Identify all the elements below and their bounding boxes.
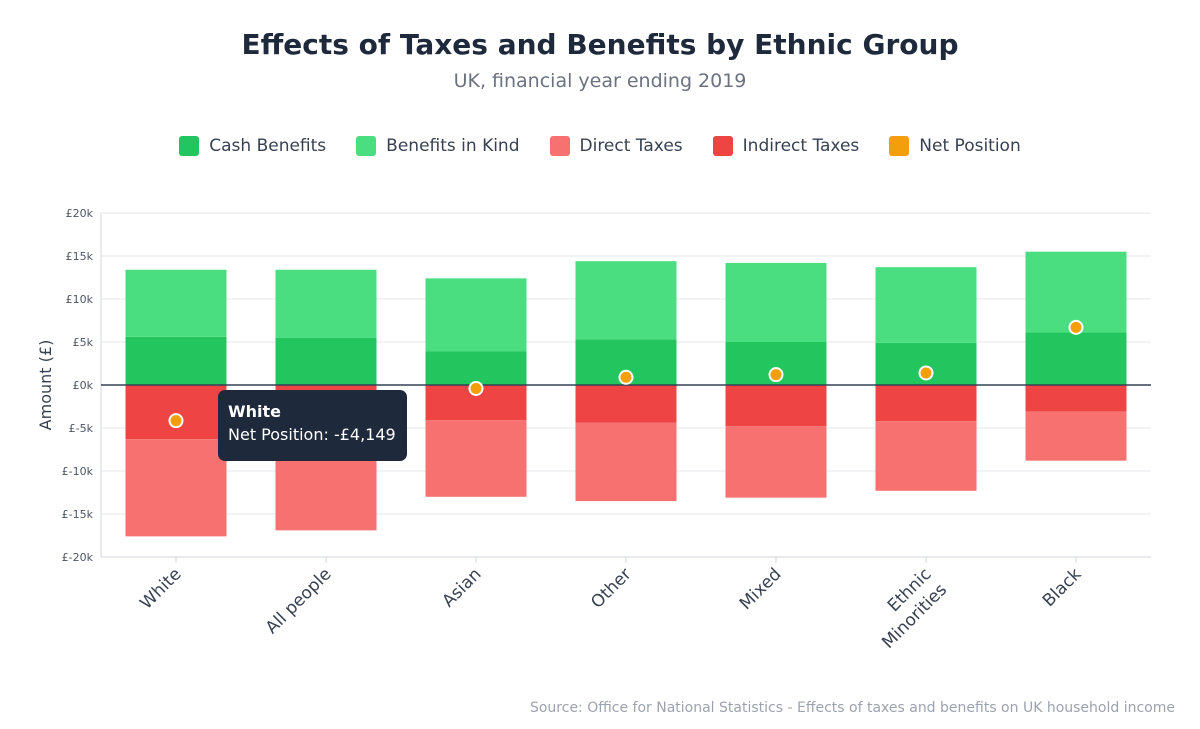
net-position-point-white[interactable]: [168, 413, 184, 429]
legend-item-indirect-taxes[interactable]: Indirect Taxes: [712, 136, 860, 156]
legend-label-net-position: Net Position: [919, 136, 1021, 156]
legend-label-cash-benefits: Cash Benefits: [209, 136, 327, 156]
y-tick-label: £-15k: [62, 508, 94, 521]
bar-direct-taxes-black[interactable]: [1025, 411, 1127, 461]
legend-item-direct-taxes[interactable]: Direct Taxes: [549, 136, 683, 156]
legend-item-cash-benefits[interactable]: Cash Benefits: [179, 136, 326, 156]
legend-swatch-cash-benefits: [179, 136, 200, 156]
source-note: Source: Office for National Statistics -…: [529, 700, 1175, 716]
tooltip-title: White: [228, 402, 282, 421]
legend-label-indirect-taxes: Indirect Taxes: [742, 136, 860, 156]
bar-benefits-in-kind-black[interactable]: [1025, 251, 1127, 333]
legend-swatch-net-position: [889, 136, 910, 156]
x-tick-label-all-people: All people: [262, 564, 336, 638]
x-tick-label-white: White: [136, 564, 185, 613]
legend-swatch-benefits-in-kind: [356, 136, 377, 156]
bar-indirect-taxes-other[interactable]: [575, 385, 677, 423]
legend-item-net-position[interactable]: Net Position: [889, 136, 1021, 156]
x-tick-label-black: Black: [1039, 564, 1086, 611]
y-tick-label: £15k: [66, 250, 94, 263]
y-axis-title: Amount (£): [36, 340, 55, 431]
bar-benefits-in-kind-other[interactable]: [575, 261, 677, 340]
legend-swatch-direct-taxes: [549, 136, 570, 156]
bar-cash-benefits-all-people[interactable]: [275, 337, 377, 385]
chart-subtitle: UK, financial year ending 2019: [453, 70, 747, 92]
y-tick-label: £5k: [73, 336, 94, 349]
tooltip: White Net Position: -£4,149: [218, 390, 407, 461]
bar-benefits-in-kind-ethnic-minorities[interactable]: [875, 267, 977, 343]
bar-benefits-in-kind-all-people[interactable]: [275, 269, 377, 338]
y-tick-label: £-20k: [62, 551, 94, 564]
net-position-point-ethnic-minorities[interactable]: [918, 365, 934, 381]
legend: Cash Benefits Benefits in Kind Direct Ta…: [0, 136, 1200, 156]
bar-direct-taxes-other[interactable]: [575, 422, 677, 502]
bar-direct-taxes-mixed[interactable]: [725, 426, 827, 498]
y-tick-label: £-5k: [69, 422, 94, 435]
y-tick-label: £20k: [66, 207, 94, 220]
net-position-point-asian[interactable]: [468, 380, 484, 396]
tooltip-value: Net Position: -£4,149: [228, 425, 396, 444]
bar-benefits-in-kind-asian[interactable]: [425, 278, 527, 352]
chart-title: Effects of Taxes and Benefits by Ethnic …: [241, 28, 959, 61]
net-position-point-mixed[interactable]: [768, 367, 784, 383]
net-position-point-other[interactable]: [618, 369, 634, 385]
bar-cash-benefits-white[interactable]: [125, 336, 227, 385]
y-tick-label: £-10k: [62, 465, 94, 478]
x-tick-label-other: Other: [587, 564, 635, 612]
bar-indirect-taxes-mixed[interactable]: [725, 385, 827, 427]
bar-indirect-taxes-ethnic-minorities[interactable]: [875, 385, 977, 422]
legend-label-direct-taxes: Direct Taxes: [579, 136, 683, 156]
legend-label-benefits-in-kind: Benefits in Kind: [386, 136, 520, 156]
bar-indirect-taxes-white[interactable]: [125, 385, 227, 440]
bar-benefits-in-kind-white[interactable]: [125, 269, 227, 337]
x-tick-label-ethnic-minorities: EthnicMinorities: [863, 564, 951, 652]
x-tick-label-mixed: Mixed: [736, 564, 786, 614]
y-tick-label: £10k: [66, 293, 94, 306]
net-position-point-black[interactable]: [1068, 319, 1084, 335]
x-tick-label-asian: Asian: [439, 564, 486, 611]
bar-cash-benefits-asian[interactable]: [425, 351, 527, 385]
bar-direct-taxes-white[interactable]: [125, 439, 227, 537]
bar-direct-taxes-asian[interactable]: [425, 420, 527, 497]
y-tick-label: £0k: [73, 379, 94, 392]
legend-item-benefits-in-kind[interactable]: Benefits in Kind: [356, 136, 520, 156]
bar-indirect-taxes-black[interactable]: [1025, 385, 1127, 412]
bar-cash-benefits-black[interactable]: [1025, 332, 1127, 385]
legend-swatch-indirect-taxes: [712, 136, 733, 156]
bar-benefits-in-kind-mixed[interactable]: [725, 262, 827, 342]
bar-direct-taxes-ethnic-minorities[interactable]: [875, 421, 977, 491]
